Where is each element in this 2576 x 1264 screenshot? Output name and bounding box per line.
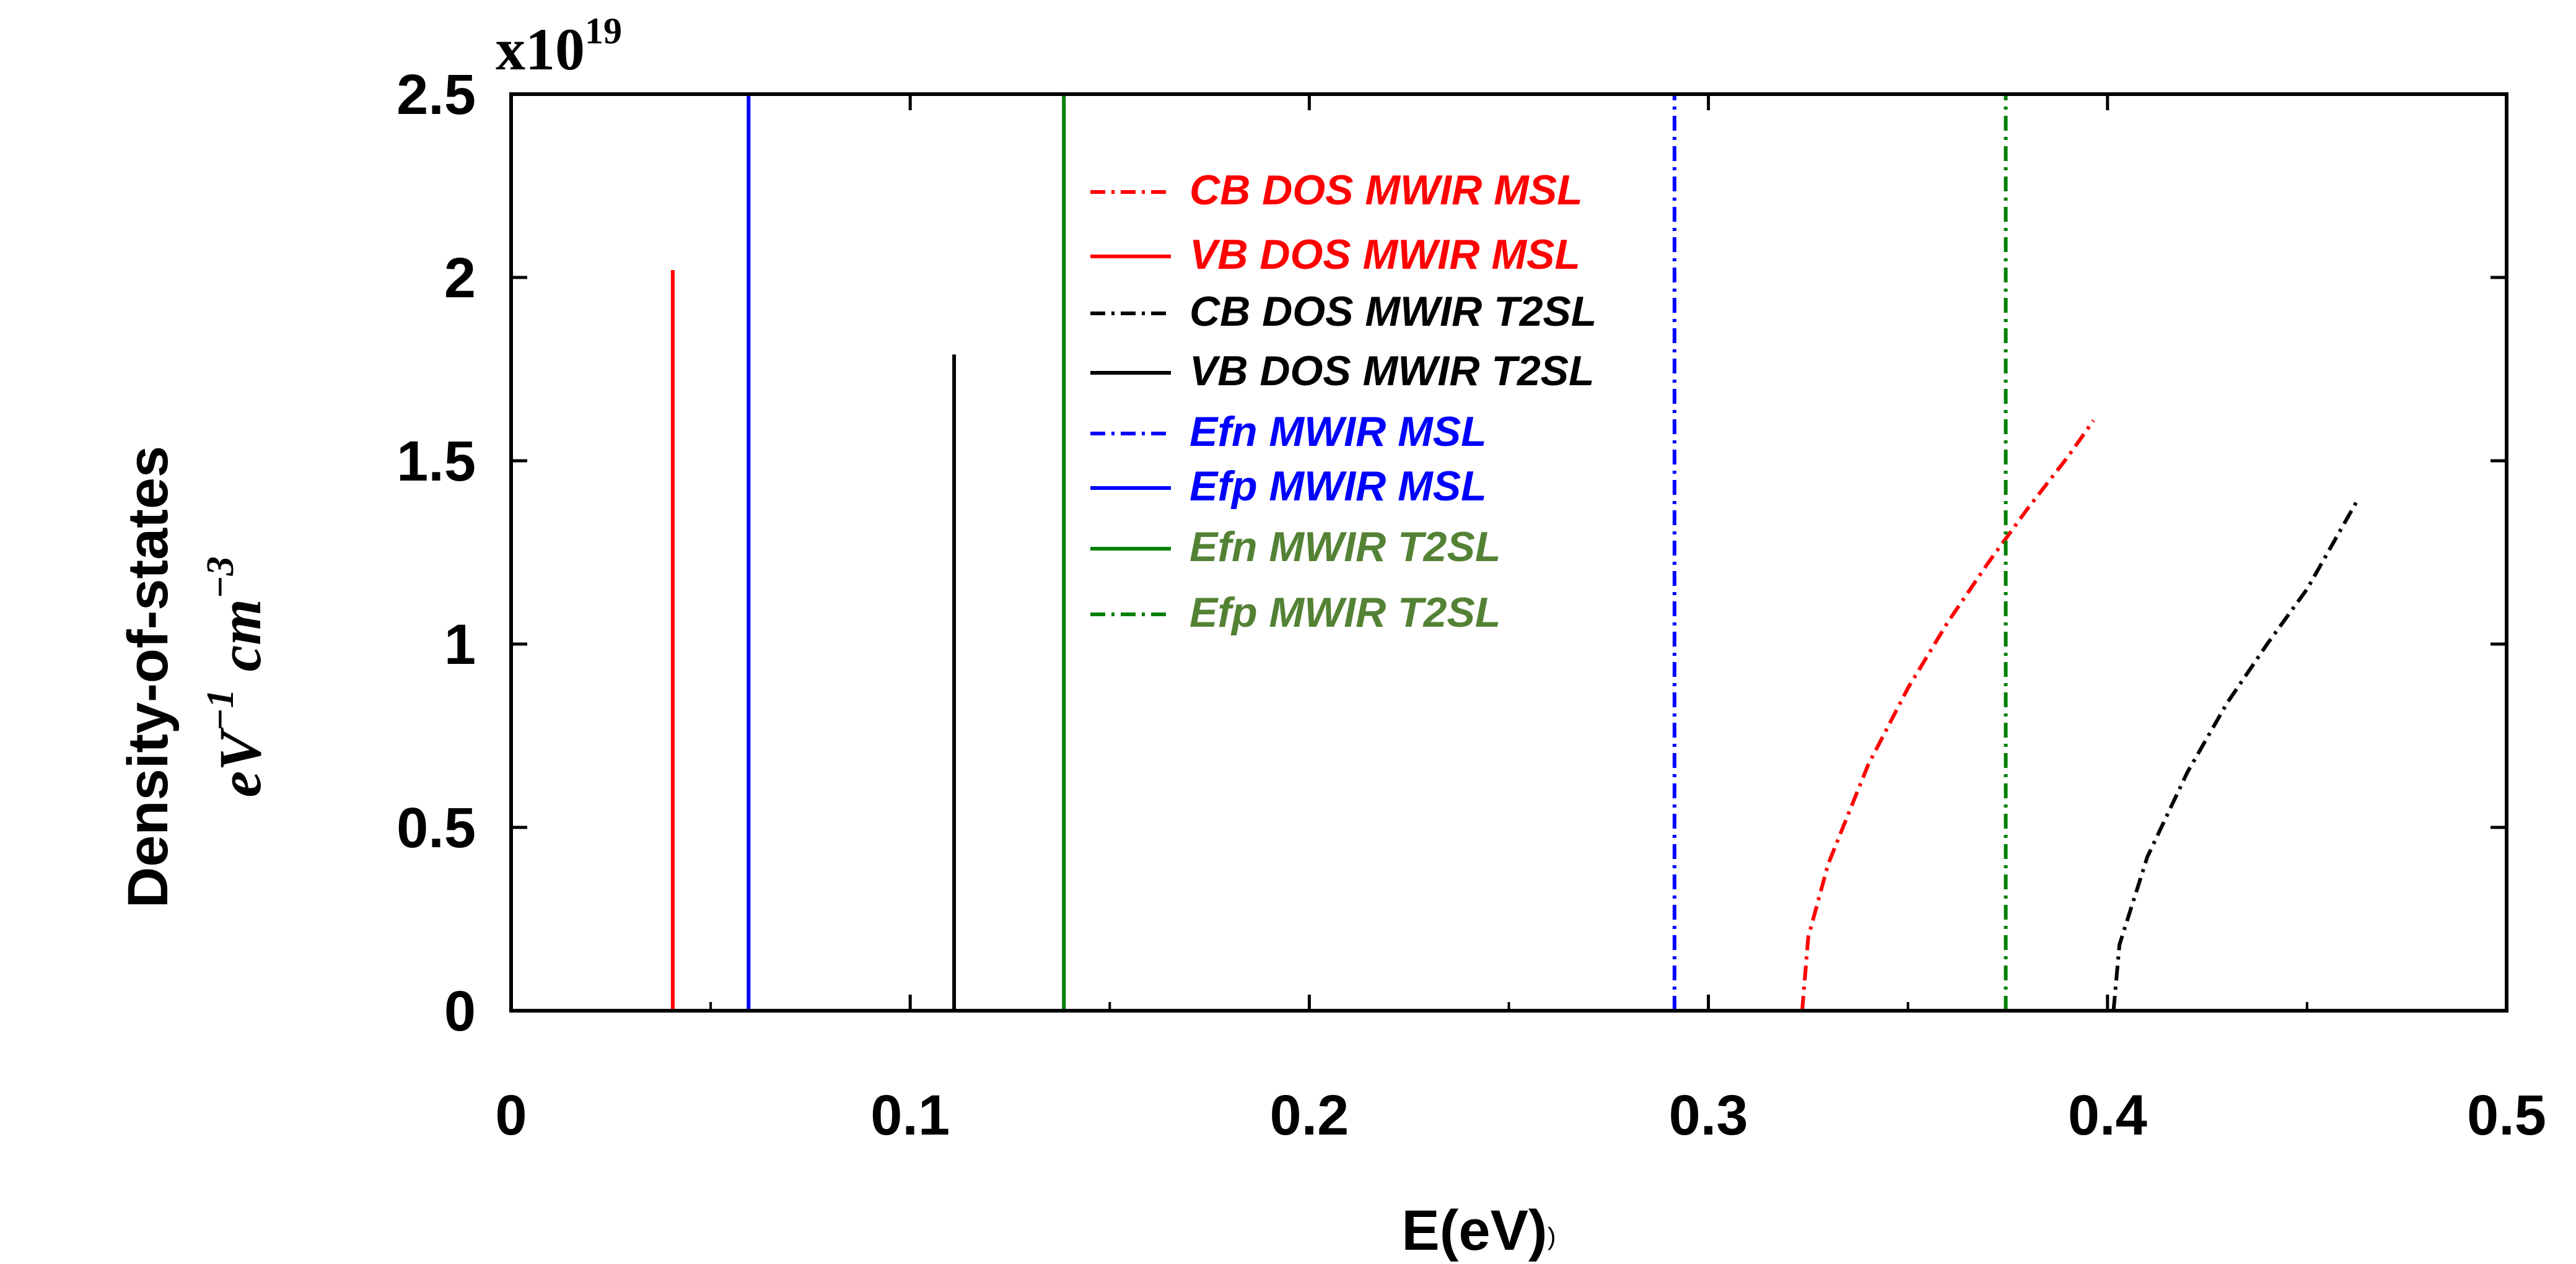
x-tick-label: 0.4 [2068, 1084, 2147, 1147]
y-tick-label: 2.5 [396, 63, 476, 126]
x-tick-label: 0.5 [2467, 1084, 2546, 1147]
legend-label: CB DOS MWIR T2SL [1189, 288, 1597, 335]
y-multiplier: x1019 [496, 11, 622, 82]
legend-label: Efn MWIR T2SL [1189, 523, 1500, 570]
legend-label: VB DOS MWIR T2SL [1189, 347, 1595, 394]
legend-label: Efn MWIR MSL [1189, 408, 1487, 455]
x-axis-label-artifact: ) [1548, 1223, 1556, 1250]
x-tick-label: 0.3 [1669, 1084, 1748, 1147]
series-layer [670, 94, 2359, 1011]
legend-label: CB DOS MWIR MSL [1189, 167, 1583, 214]
legend-label: VB DOS MWIR MSL [1189, 231, 1580, 278]
series-cb-dos-mwir-t2sl [2111, 500, 2359, 1011]
y-tick-label: 0.5 [396, 796, 476, 860]
x-axis-label: E(eV) [1401, 1199, 1547, 1262]
legend-label: Efp MWIR T2SL [1189, 589, 1500, 636]
y-axis-label: Density-of-states [116, 446, 180, 908]
axes: 0 0.1 0.2 0.3 0.4 0.5 0 0.5 1 1.5 2 2.5 [396, 63, 2546, 1147]
y-tick-label: 2 [444, 246, 476, 310]
x-tick-label: 0.2 [1269, 1084, 1349, 1147]
y-tick-label: 1 [444, 613, 476, 676]
legend: CB DOS MWIR MSL VB DOS MWIR MSL CB DOS MWI… [1090, 167, 1597, 636]
y-axis-units: eV−1cm−3 [199, 556, 273, 797]
series-cb-dos-mwir-msl [1800, 419, 2095, 1011]
y-tick-label: 0 [444, 980, 476, 1043]
x-tick-label: 0 [495, 1084, 527, 1147]
legend-label: Efp MWIR MSL [1189, 463, 1487, 510]
y-tick-label: 1.5 [396, 430, 476, 493]
y-axis-label-group: Density-of-states eV−1cm−3 [116, 446, 273, 908]
x-tick-label: 0.1 [870, 1084, 950, 1147]
